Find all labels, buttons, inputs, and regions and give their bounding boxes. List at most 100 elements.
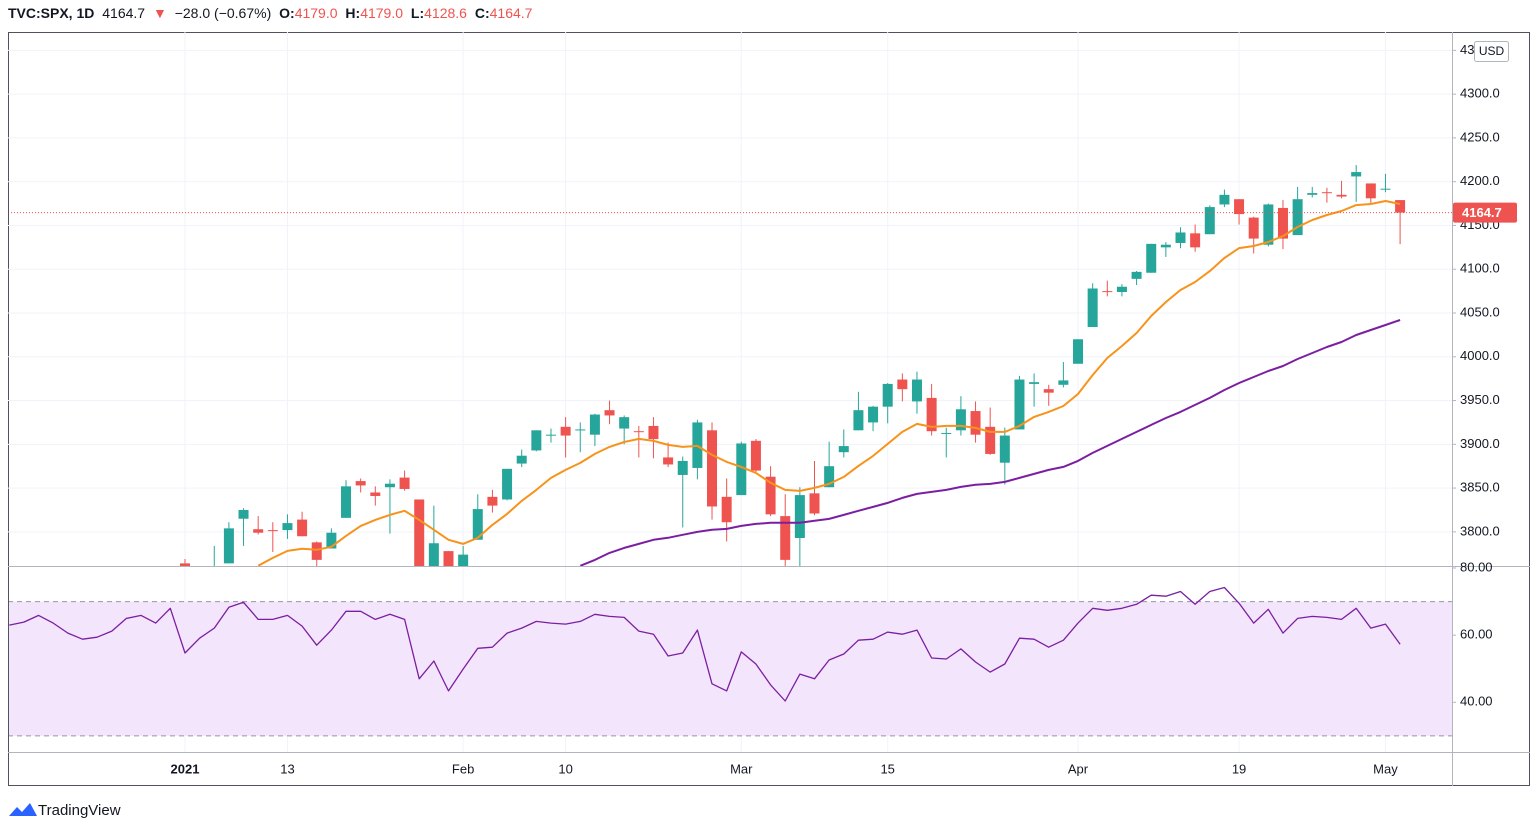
candle-body [1102,291,1113,293]
candle-body [780,516,791,560]
candle-body [1116,286,1127,292]
candle-body [326,532,337,549]
candle-body [1087,288,1098,328]
y-tick-label: 3900.0 [1460,436,1500,451]
candle-body [560,426,571,436]
rsi-band [9,601,1452,736]
y-tick-label: 4100.0 [1460,261,1500,276]
candle-body [1292,199,1303,236]
candle-body [1351,172,1362,177]
x-tick-label: 19 [1232,761,1246,776]
candle-body [589,414,600,435]
brand-name: TradingView [38,801,121,819]
candle-body [1190,233,1201,248]
candle-body [516,455,527,464]
y-tick-label: 4200.0 [1460,173,1500,188]
candle-body [1248,217,1259,239]
candle-body [311,542,322,560]
candle-body [370,492,381,496]
ohlc-label: L: [410,5,425,21]
candle-body [721,496,732,523]
candle-body [179,563,190,566]
candle-body [677,460,688,475]
price-pane [9,165,1452,566]
y-tick-label: 3850.0 [1460,480,1500,495]
candle-body [1146,243,1157,273]
candle-body [970,411,981,435]
y-tick-label: 80.00 [1460,559,1493,574]
candle-body [1263,204,1274,245]
y-tick-label: 3800.0 [1460,523,1500,538]
candle-body [267,530,278,532]
ohlc-value: 4179.0 [360,5,404,21]
candle-body [663,457,674,465]
y-tick-label: 3950.0 [1460,392,1500,407]
y-tick-label: 4000.0 [1460,348,1500,363]
candle-body [794,495,805,538]
candle-body [472,509,483,540]
candle-body [253,529,264,533]
x-tick-label: 15 [880,761,894,776]
candle-body [1321,192,1332,194]
candle-body [297,519,308,537]
candle-body [1234,199,1245,215]
x-tick-label: 13 [280,761,294,776]
candle-body [414,499,425,566]
currency-box [1474,41,1509,62]
candle-body [223,528,234,564]
candle-body [736,443,747,496]
candle-body [1131,271,1142,279]
candle-body [1277,207,1288,239]
candle-body [341,486,352,518]
ohlc-value: 4128.6 [424,5,467,21]
candle-body [1336,194,1347,197]
candle-body [1014,379,1025,430]
x-tick-label: Apr [1068,761,1089,776]
y-tick-label: 4250.0 [1460,129,1500,144]
last-price-box [1453,202,1517,223]
branding[interactable]: TradingView [8,800,121,820]
candle-body [853,410,864,431]
ohlc-label: O: [279,5,295,21]
last-price: 4164.7 [102,5,146,21]
candle-body [897,379,908,390]
candle-body [399,477,410,489]
candle-body [1365,183,1376,199]
candle-body [911,379,922,402]
x-tick-label: 10 [558,761,572,776]
symbol: TVC:SPX, 1D [8,5,95,21]
x-tick-label: May [1373,761,1398,776]
candle-body [765,476,776,515]
candle-body [545,434,556,436]
y-tick-label: 60.00 [1460,627,1493,642]
candle-body [648,425,659,440]
x-tick-label: 2021 [171,761,200,776]
candle-body [926,397,937,432]
candle-body [633,431,644,433]
y-tick-label: 4050.0 [1460,304,1500,319]
candle-body [1058,380,1069,385]
candle-body [1029,382,1040,384]
candle-body [868,406,879,423]
currency: USD [1479,44,1505,58]
candle-body [1160,244,1171,248]
candle-body [619,417,630,429]
candle-body [502,468,513,500]
candle-body [1380,188,1391,190]
candle-body [282,523,293,531]
candle-body [1043,389,1054,393]
logo [9,803,37,816]
direction: ▼ [152,5,167,21]
x-tick-label: Mar [730,761,753,776]
candle-body [824,466,835,488]
candle-body [750,440,761,471]
candle-body [941,432,952,434]
candle-body [985,426,996,454]
ohlc-value: 4179.0 [294,5,338,21]
candle-body [838,446,849,453]
ohlc-label: H: [345,5,361,21]
ohlc-label: C: [474,5,490,21]
candle-body [707,430,718,507]
